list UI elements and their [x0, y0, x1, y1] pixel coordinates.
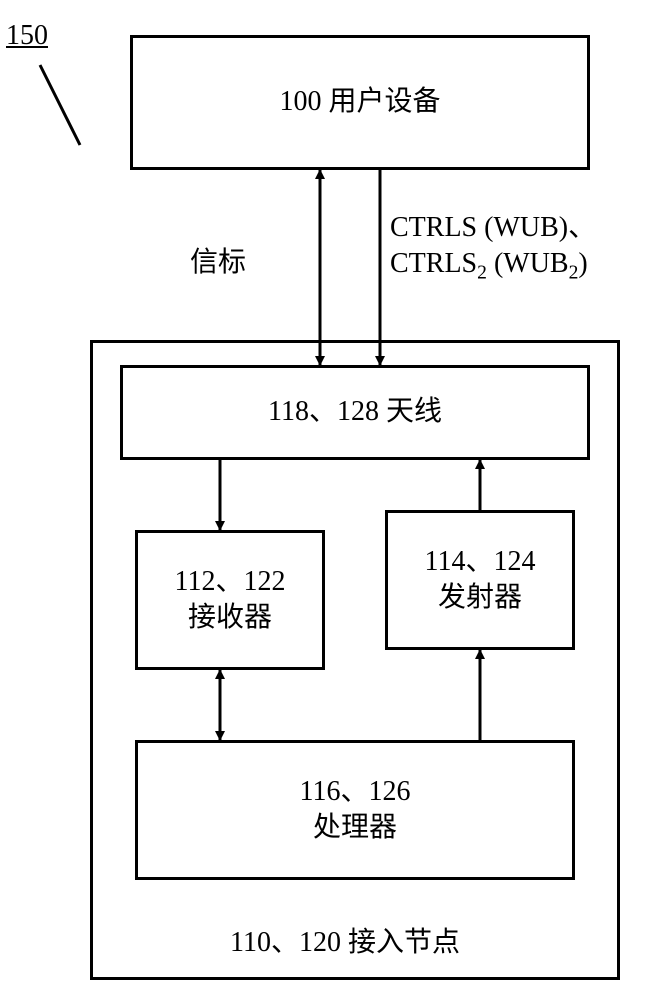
ue-box: 100 用户设备 [130, 35, 590, 170]
ref-number: 150 [6, 18, 48, 54]
transmitter-l2: 发射器 [438, 580, 522, 616]
receiver-l2: 接收器 [188, 600, 272, 636]
receiver-box: 112、122 接收器 [135, 530, 325, 670]
processor-l2: 处理器 [313, 810, 397, 846]
antenna-box: 118、128 天线 [120, 365, 590, 460]
access-node-label: 110、120 接入节点 [230, 925, 460, 961]
antenna-label: 118、128 天线 [268, 394, 442, 430]
diagram-canvas: 150 100 用户设备 信标 CTRLS (WUB)、 CTRLS2 (WUB… [0, 0, 648, 1000]
receiver-l1: 112、122 [175, 564, 286, 600]
ctrls-line1: CTRLS (WUB)、 [390, 210, 596, 246]
beacon-label: 信标 [190, 245, 246, 281]
processor-l1: 116、126 [300, 774, 411, 810]
transmitter-l1: 114、124 [425, 544, 536, 580]
ctrls-line2: CTRLS2 (WUB2) [390, 246, 596, 286]
transmitter-box: 114、124 发射器 [385, 510, 575, 650]
ctrls-label: CTRLS (WUB)、 CTRLS2 (WUB2) [390, 210, 596, 286]
ue-label: 100 用户设备 [279, 84, 440, 120]
ref-pointer [40, 65, 80, 145]
processor-box: 116、126 处理器 [135, 740, 575, 880]
